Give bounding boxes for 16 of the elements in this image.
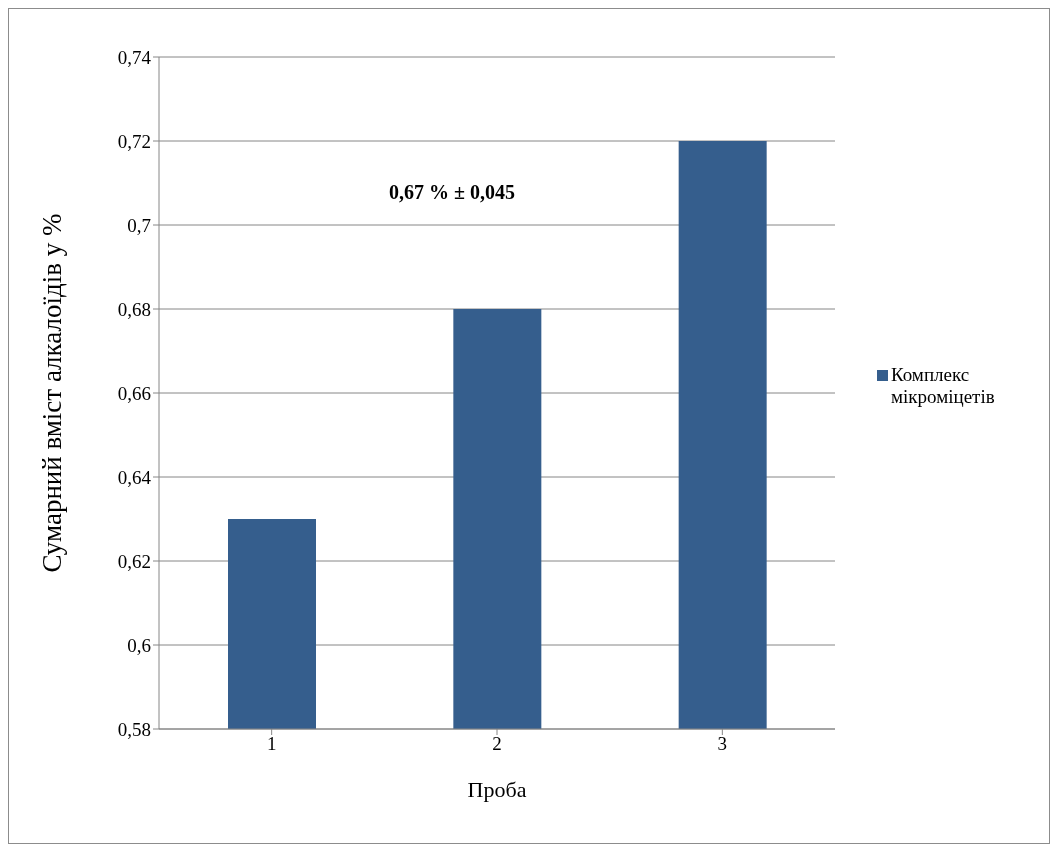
y-tick-label: 0,64	[117, 466, 152, 488]
y-tick-label: 0,68	[117, 298, 151, 320]
y-tick-label: 0,72	[117, 130, 151, 152]
y-tick-label: 0,74	[117, 46, 152, 68]
y-tick-label: 0,66	[117, 382, 151, 404]
x-tick-label: 3	[717, 733, 728, 755]
y-tick-label: 0,62	[117, 550, 151, 572]
legend-label: Комплекс мікроміцетів	[891, 364, 996, 408]
y-axis-title: Сумарний вміст алкалоїдів у %	[36, 213, 67, 573]
y-tick-label: 0,6	[127, 634, 151, 656]
x-tick-label: 1	[266, 733, 277, 755]
x-tick-label: 2	[492, 733, 502, 755]
y-tick-label: 0,7	[127, 214, 151, 236]
y-tick-label: 0,58	[117, 718, 151, 740]
x-axis-title: Проба	[467, 777, 527, 802]
annotation: 0,67 % ± 0,045	[389, 181, 515, 204]
